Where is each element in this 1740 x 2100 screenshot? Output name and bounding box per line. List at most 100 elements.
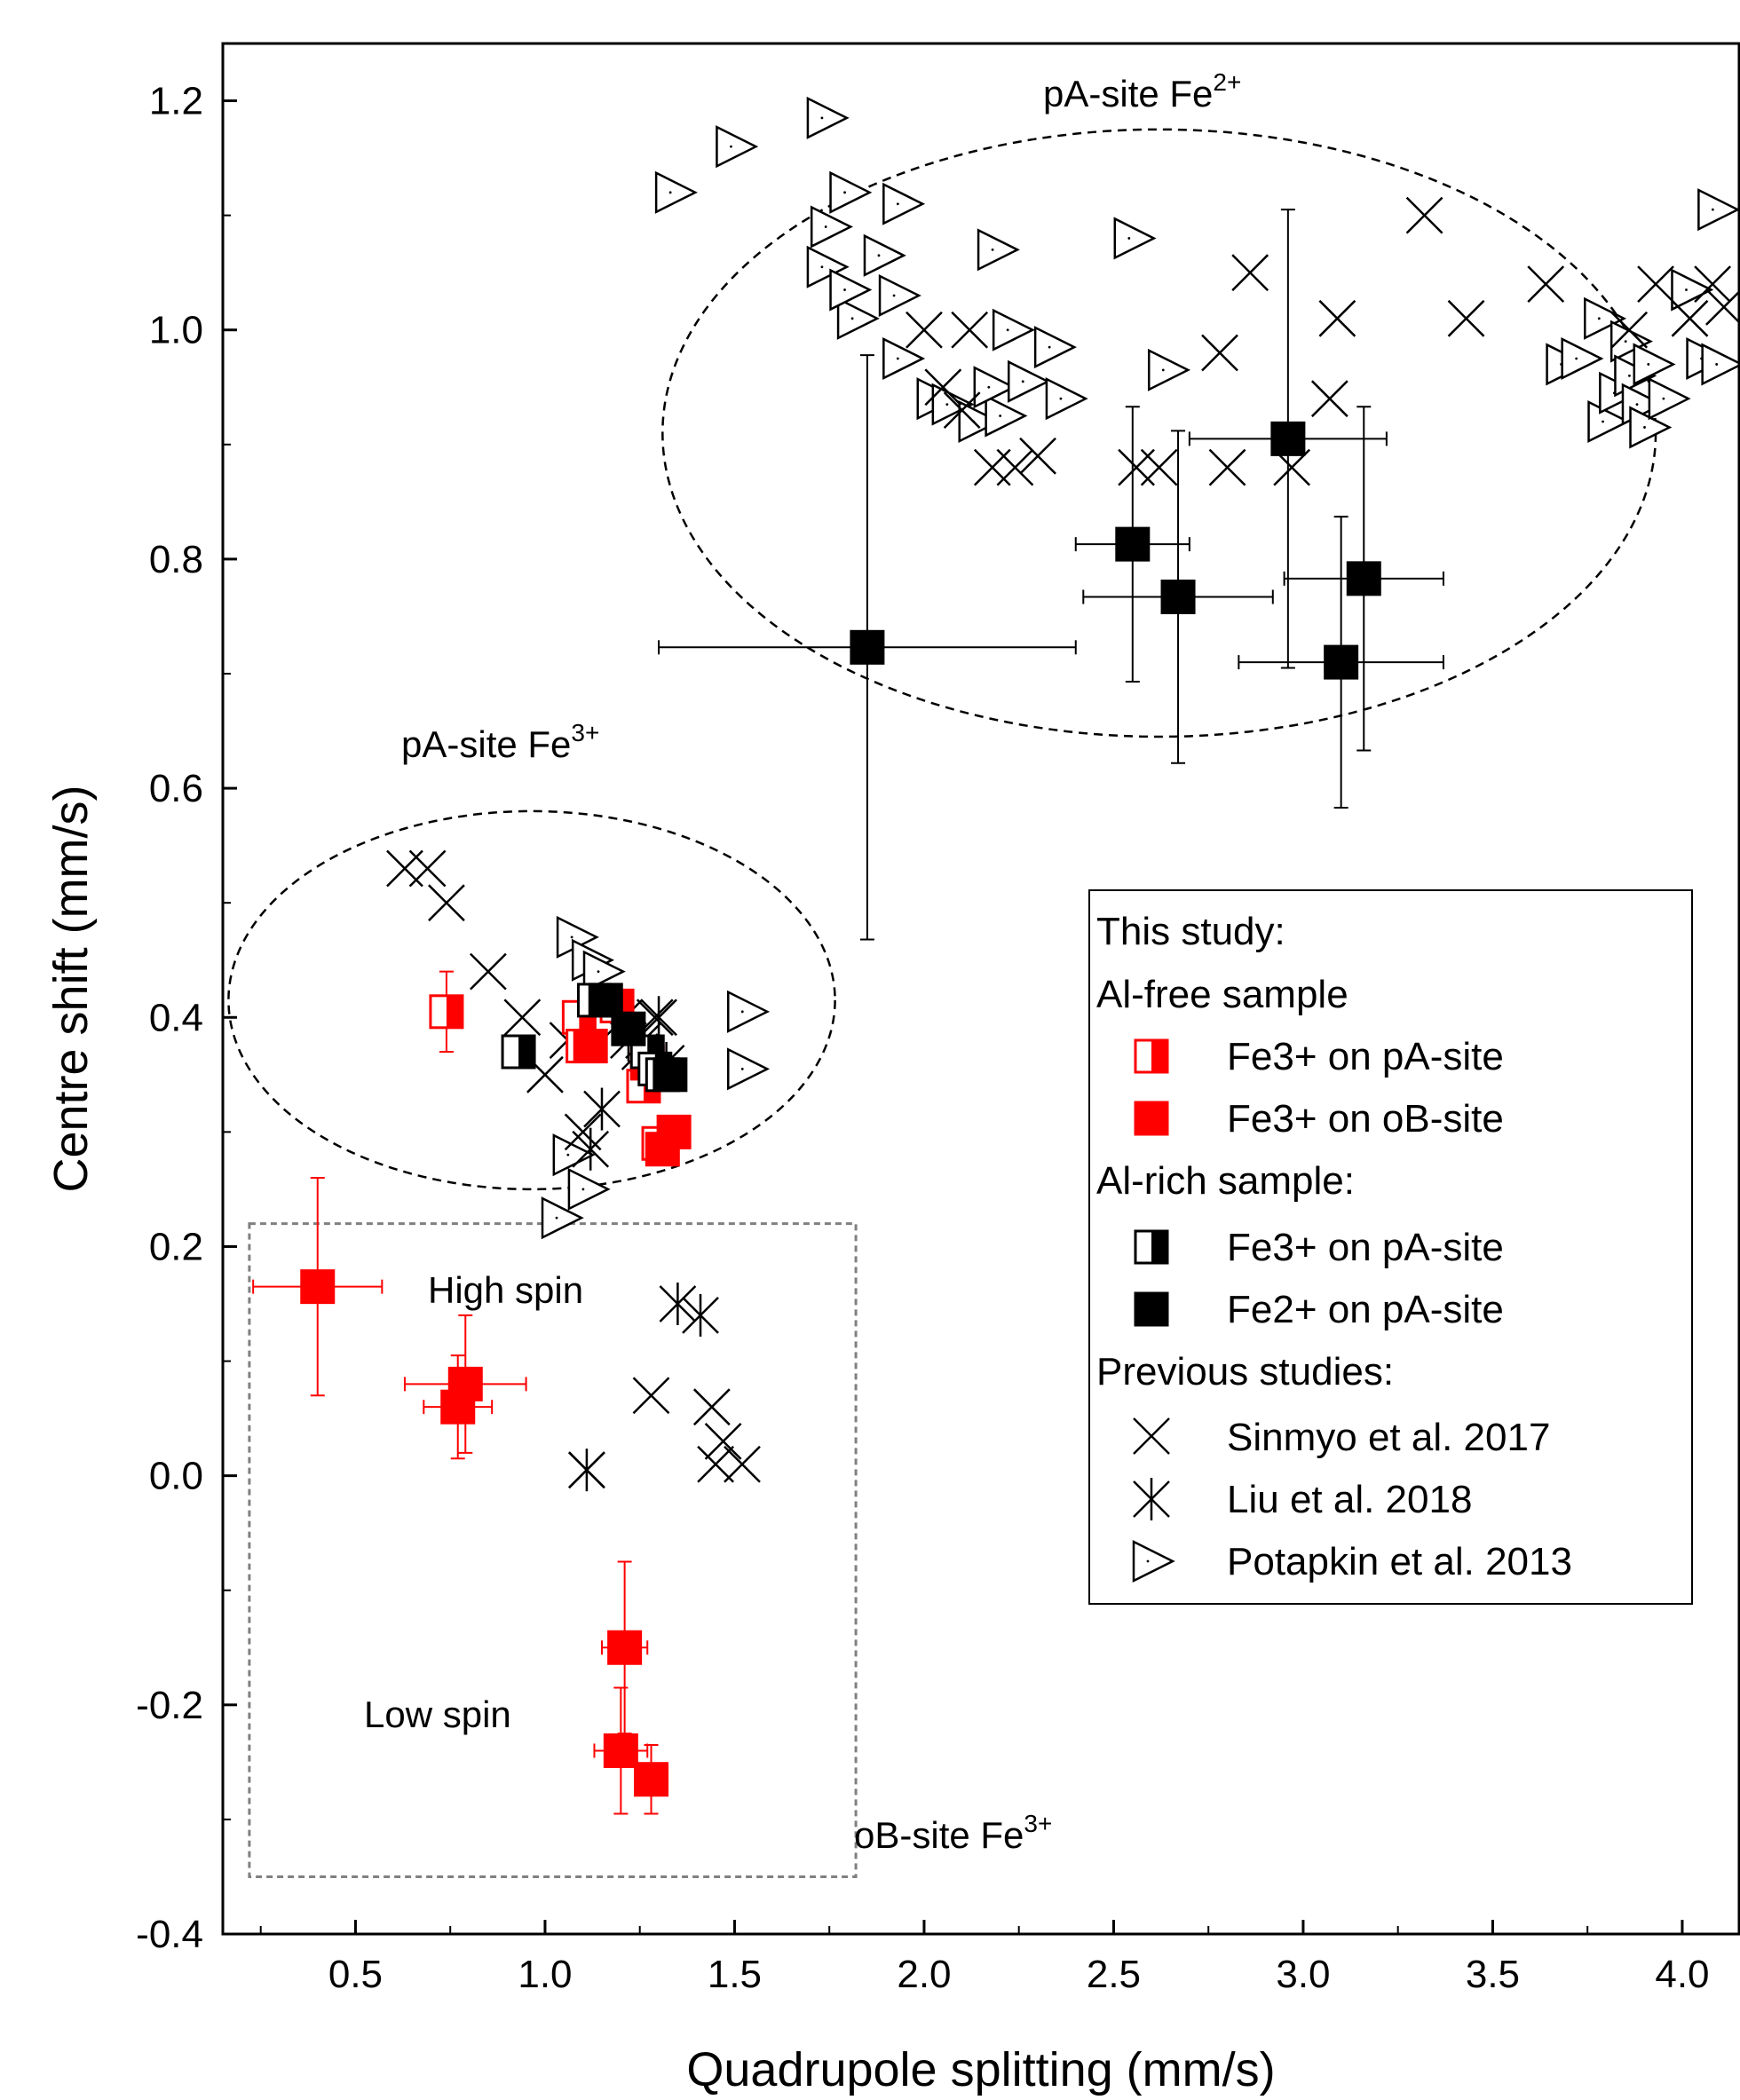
x-tick-label: 4.0 xyxy=(1655,1953,1709,1996)
triangle-center-dot xyxy=(987,385,991,389)
data-point xyxy=(977,228,1020,272)
legend-heading-this-study: This study: xyxy=(1096,910,1285,953)
data-point xyxy=(1527,265,1565,303)
y-tick-label: 0.8 xyxy=(149,538,203,581)
legend-label-sinmyo: Sinmyo et al. 2017 xyxy=(1227,1416,1550,1459)
data-point xyxy=(659,1283,697,1325)
data-point xyxy=(1231,254,1269,292)
data-point xyxy=(1694,265,1731,303)
triangle-center-dot xyxy=(945,403,949,407)
data-point xyxy=(1318,299,1356,337)
square-marker xyxy=(300,1269,336,1305)
square-marker xyxy=(440,1389,476,1425)
cross-stroke xyxy=(1694,265,1731,303)
triangle-outline xyxy=(882,336,926,381)
legend-label-fe3-pa-alfree: Fe3+ on pA-site xyxy=(1227,1035,1504,1078)
data-point xyxy=(924,368,962,407)
legend-label-fe3-pa-alrich: Fe3+ on pA-site xyxy=(1227,1226,1504,1269)
data-point xyxy=(882,182,926,225)
triangle-center-dot xyxy=(892,294,896,297)
data-point xyxy=(428,884,465,922)
y-axis-title: Centre shift (mm/s) xyxy=(44,785,98,1192)
data-point xyxy=(863,233,906,277)
square-marker xyxy=(1346,561,1381,596)
triangle-center-dot xyxy=(597,970,600,974)
y-tick-label: 0.2 xyxy=(149,1225,203,1268)
data-point xyxy=(951,311,989,349)
triangle-center-dot xyxy=(1575,357,1578,360)
cross-stroke xyxy=(1671,299,1709,337)
series-group xyxy=(386,196,1739,1489)
data-point xyxy=(300,1269,336,1305)
y-tick-label: 1.0 xyxy=(149,309,203,352)
legend-heading-al-free: Al-free sample xyxy=(1096,973,1348,1016)
half-square-fill xyxy=(518,1036,535,1068)
data-point xyxy=(996,448,1034,486)
legend-marker xyxy=(1134,1291,1169,1327)
data-point xyxy=(501,1034,536,1070)
square-marker xyxy=(607,1630,643,1665)
x-axis: 0.5 1.0 1.5 2.0 2.5 3.0 3.5 4.0 xyxy=(259,1920,1710,1996)
triangle-center-dot xyxy=(843,288,846,291)
data-layer xyxy=(252,96,1739,1815)
triangle-outline xyxy=(1033,326,1077,369)
data-point xyxy=(1637,265,1674,303)
triangle-outline xyxy=(810,205,853,249)
data-point xyxy=(1270,421,1306,456)
cross-stroke xyxy=(996,448,1034,486)
data-point xyxy=(567,1167,611,1211)
square-marker xyxy=(645,1132,680,1167)
x-axis-title: Quadrupole splitting (mm/s) xyxy=(686,2043,1275,2096)
triangle-center-dot xyxy=(896,202,899,206)
triangle-outline xyxy=(829,268,873,312)
data-point xyxy=(1310,380,1348,418)
annotation-pa-site-fe2-text: pA-site Fe xyxy=(1043,73,1213,114)
data-point xyxy=(1561,336,1604,381)
triangle-outline xyxy=(806,245,850,288)
triangle-outline xyxy=(567,1167,611,1211)
data-point xyxy=(573,1029,608,1064)
data-point xyxy=(1584,296,1627,340)
data-point xyxy=(1610,311,1649,349)
x-tick-label: 1.5 xyxy=(708,1953,762,1996)
triangle-center-dot xyxy=(824,225,827,228)
x-tick-label: 2.0 xyxy=(897,1953,951,1996)
triangle-center-dot xyxy=(1127,237,1131,240)
triangle-center-dot xyxy=(991,248,994,251)
cross-stroke xyxy=(943,391,981,429)
triangle-outline xyxy=(1584,296,1627,340)
cross-stroke xyxy=(724,1445,761,1483)
data-point xyxy=(572,1127,610,1171)
cross-stroke xyxy=(1637,265,1674,303)
data-point xyxy=(603,1733,638,1768)
series-group xyxy=(588,209,1444,1093)
legend-label-fe2-pa-alrich: Fe2+ on pA-site xyxy=(1227,1288,1504,1331)
legend-marker xyxy=(1133,1478,1170,1520)
triangle-center-dot xyxy=(740,1067,744,1070)
legend-marker xyxy=(1133,1417,1170,1455)
y-axis: -0.4 -0.2 0.0 0.2 0.4 0.6 0.8 1.0 1.2 xyxy=(136,80,237,1956)
data-point xyxy=(992,308,1035,351)
triangle-outline xyxy=(1701,343,1739,386)
data-point xyxy=(829,268,873,312)
triangle-center-dot xyxy=(843,191,846,194)
triangle-center-dot xyxy=(1048,345,1051,349)
data-point xyxy=(878,273,921,318)
triangle-outline xyxy=(829,170,873,214)
legend-label-liu: Liu et al. 2018 xyxy=(1227,1478,1472,1521)
data-point xyxy=(1019,437,1056,475)
y-tick-label: -0.2 xyxy=(136,1684,203,1727)
triangle-outline xyxy=(1132,1539,1175,1583)
square-marker xyxy=(1270,421,1306,456)
triangle-outline xyxy=(582,950,626,993)
data-point xyxy=(1697,188,1739,232)
data-point xyxy=(829,170,873,214)
triangle-outline xyxy=(931,383,975,426)
data-point xyxy=(440,1389,476,1425)
triangle-outline xyxy=(1671,268,1714,312)
cross-stroke xyxy=(564,1113,602,1151)
triangle-outline xyxy=(1113,217,1157,260)
triangle-center-dot xyxy=(1161,368,1165,372)
triangle-center-dot xyxy=(1628,374,1631,377)
square-marker xyxy=(1134,1291,1169,1327)
